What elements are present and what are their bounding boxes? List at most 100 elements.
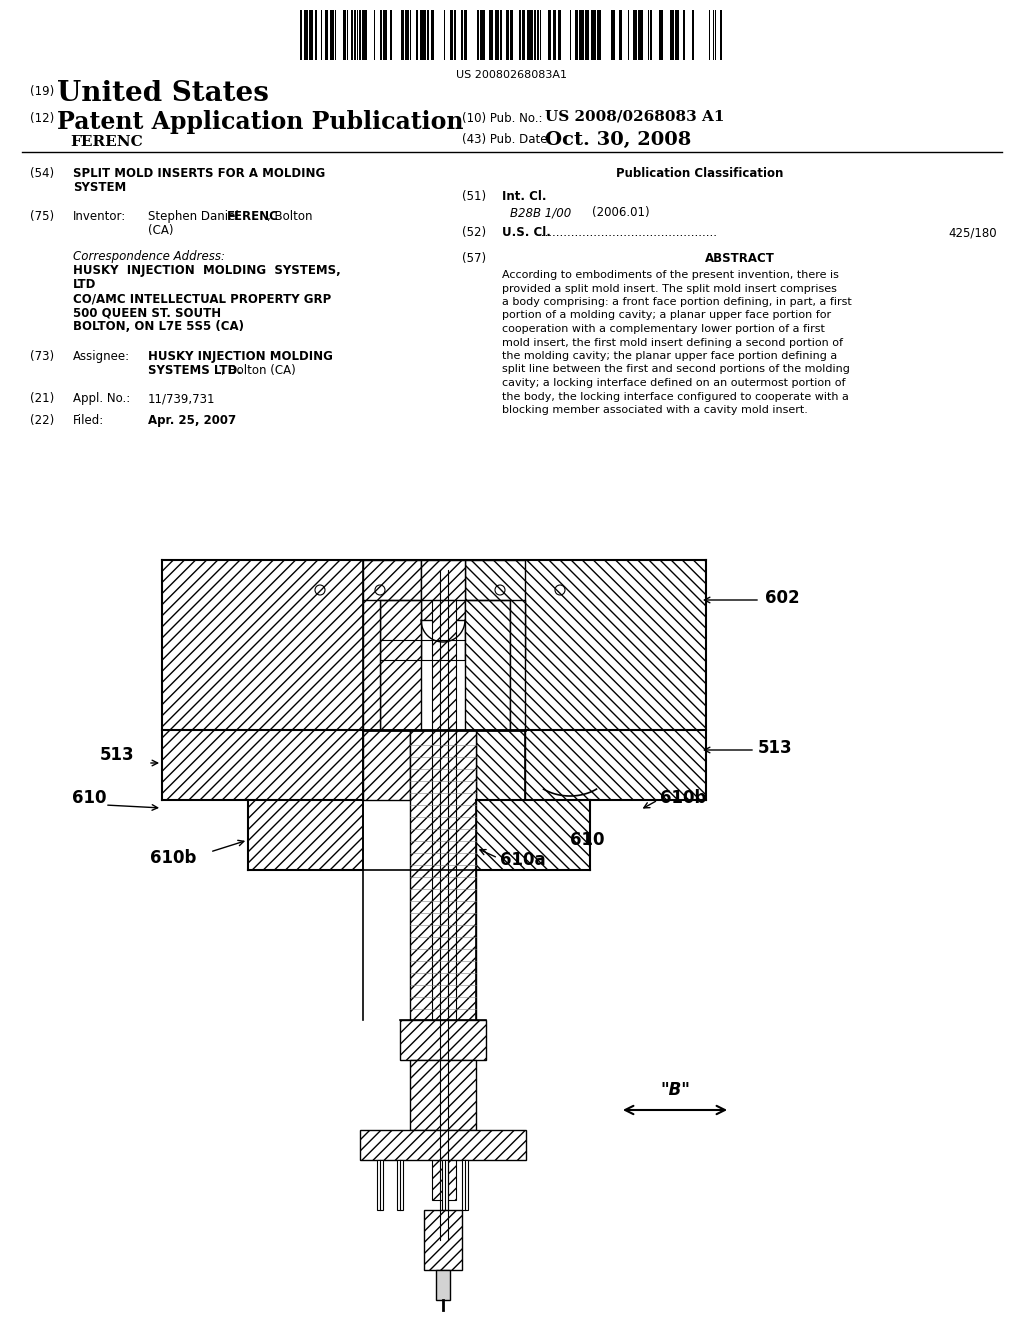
Bar [332, 11, 334, 59]
Text: Apr. 25, 2007: Apr. 25, 2007 [148, 414, 237, 426]
Text: 610: 610 [570, 832, 604, 849]
Bar [385, 11, 387, 59]
Bar [248, 800, 362, 870]
Bar [482, 11, 485, 59]
Bar [343, 11, 346, 59]
Text: United States: United States [57, 81, 269, 107]
Bar [548, 11, 550, 59]
Text: HUSKY INJECTION MOLDING: HUSKY INJECTION MOLDING [148, 350, 333, 363]
Bar [593, 11, 596, 59]
Text: (2006.01): (2006.01) [592, 206, 649, 219]
Bar [451, 11, 454, 59]
Bar [476, 800, 590, 870]
Text: According to embodiments of the present invention, there is: According to embodiments of the present … [502, 271, 839, 280]
Bar [510, 601, 525, 730]
Text: (57): (57) [462, 252, 486, 265]
Bar [416, 11, 418, 59]
Bar [495, 11, 497, 59]
Text: (52): (52) [462, 226, 486, 239]
Bar [462, 1160, 468, 1210]
Text: US 2008/0268083 A1: US 2008/0268083 A1 [545, 110, 725, 124]
Bar [480, 11, 482, 59]
Bar [525, 560, 706, 730]
Bar [362, 601, 380, 730]
Bar [362, 560, 421, 660]
Bar [359, 11, 361, 59]
Bar [248, 800, 362, 870]
Bar [526, 11, 529, 59]
Bar [362, 601, 380, 730]
Bar [421, 560, 465, 620]
Text: Stephen Daniel: Stephen Daniel [148, 210, 243, 223]
Bar [553, 11, 556, 59]
Text: 513: 513 [100, 746, 134, 764]
Text: the body, the locking interface configured to cooperate with a: the body, the locking interface configur… [502, 392, 849, 401]
Bar [404, 11, 407, 59]
Text: FERENC: FERENC [227, 210, 279, 223]
Bar [676, 11, 679, 59]
Text: portion of a molding cavity; a planar upper face portion for: portion of a molding cavity; a planar up… [502, 310, 831, 321]
Text: "B": "B" [660, 1081, 690, 1100]
Text: 11/739,731: 11/739,731 [148, 392, 215, 405]
Text: (19): (19) [30, 84, 54, 98]
Text: SYSTEM: SYSTEM [73, 181, 126, 194]
Text: ................................................: ........................................… [538, 226, 718, 239]
Bar [422, 11, 424, 59]
Bar [476, 800, 590, 870]
Text: U.S. Cl.: U.S. Cl. [502, 226, 551, 239]
Text: (51): (51) [462, 190, 486, 203]
Text: (12): (12) [30, 112, 54, 125]
Text: (75): (75) [30, 210, 54, 223]
Text: B28B 1/00: B28B 1/00 [510, 206, 571, 219]
Bar [659, 11, 663, 59]
Text: , Bolton: , Bolton [267, 210, 312, 223]
Text: SYSTEMS LTD.: SYSTEMS LTD. [148, 364, 242, 378]
Bar [362, 730, 410, 800]
Bar [306, 11, 308, 59]
Text: Int. Cl.: Int. Cl. [502, 190, 547, 203]
Bar [427, 11, 429, 59]
Text: (43) Pub. Date:: (43) Pub. Date: [462, 133, 552, 147]
Text: Inventor:: Inventor: [73, 210, 126, 223]
Bar [635, 11, 637, 59]
Text: 610b: 610b [660, 789, 707, 807]
Text: (54): (54) [30, 168, 54, 180]
Bar [424, 1210, 462, 1270]
Bar [360, 1130, 526, 1160]
Bar [330, 11, 332, 59]
Bar [498, 11, 499, 59]
Bar [488, 11, 490, 59]
Bar [591, 11, 593, 59]
Bar [492, 11, 493, 59]
Bar [362, 730, 410, 800]
Bar [525, 730, 706, 800]
Bar [408, 11, 410, 59]
Bar [720, 11, 722, 59]
Bar [377, 1160, 383, 1210]
Text: (10) Pub. No.:: (10) Pub. No.: [462, 112, 543, 125]
Text: 610: 610 [72, 789, 106, 807]
Text: Publication Classification: Publication Classification [616, 168, 783, 180]
Bar [671, 11, 674, 59]
Bar [162, 560, 362, 730]
Bar [425, 11, 426, 59]
Text: 513: 513 [758, 739, 793, 756]
Bar [380, 11, 382, 59]
Text: (73): (73) [30, 350, 54, 363]
Bar [598, 11, 601, 59]
Text: blocking member associated with a cavity mold insert.: blocking member associated with a cavity… [502, 405, 808, 414]
Bar [420, 11, 422, 59]
Bar [519, 11, 521, 59]
Bar [535, 11, 537, 59]
Text: cavity; a locking interface defined on an outermost portion of: cavity; a locking interface defined on a… [502, 378, 846, 388]
Bar [410, 730, 476, 1020]
Bar [432, 601, 456, 1200]
Bar [431, 11, 432, 59]
Bar [641, 11, 643, 59]
Bar [362, 11, 365, 59]
Bar [335, 11, 337, 59]
Bar [476, 730, 525, 800]
Text: HUSKY  INJECTION  MOLDING  SYSTEMS,: HUSKY INJECTION MOLDING SYSTEMS, [73, 264, 341, 277]
Bar [300, 11, 302, 59]
Text: US 20080268083A1: US 20080268083A1 [457, 70, 567, 81]
